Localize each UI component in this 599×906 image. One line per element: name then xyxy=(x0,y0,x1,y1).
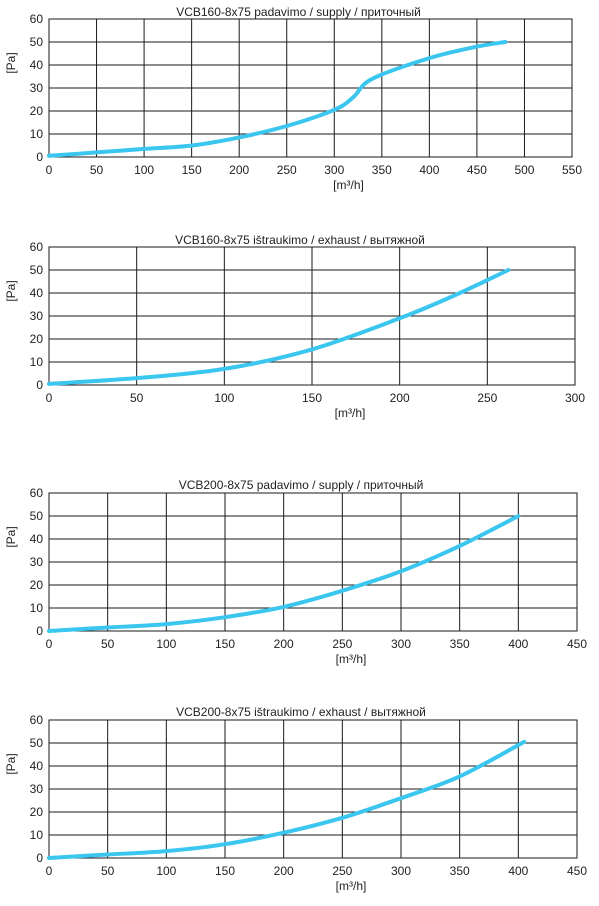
x-tick-label: 250 xyxy=(332,864,352,878)
y-tick-label: 40 xyxy=(30,532,44,546)
y-tick-label: 60 xyxy=(30,12,44,26)
y-tick-label: 30 xyxy=(30,782,44,796)
y-tick-label: 60 xyxy=(30,240,44,254)
x-tick-label: 450 xyxy=(567,864,587,878)
y-axis-label: [Pa] xyxy=(4,753,18,774)
x-tick-label: 100 xyxy=(156,637,176,651)
series-line xyxy=(47,40,508,158)
x-tick-label: 400 xyxy=(419,163,439,177)
x-axis-label: [m³/h] xyxy=(333,178,364,192)
x-tick-label: 50 xyxy=(90,163,104,177)
x-tick-label: 50 xyxy=(101,864,115,878)
x-tick-label: 0 xyxy=(46,163,53,177)
y-axis-label: [Pa] xyxy=(4,280,18,301)
chart-title: VCB200-8x75 padavimo / supply / приточны… xyxy=(179,478,424,492)
x-tick-label: 350 xyxy=(372,163,392,177)
y-tick-label: 10 xyxy=(30,828,44,842)
x-tick-label: 0 xyxy=(46,391,53,405)
y-tick-label: 30 xyxy=(30,81,44,95)
y-tick-label: 20 xyxy=(30,332,44,346)
y-tick-label: 40 xyxy=(30,58,44,72)
y-axis-label: [Pa] xyxy=(4,52,18,73)
x-tick-label: 400 xyxy=(508,637,528,651)
x-axis-label: [m³/h] xyxy=(336,652,367,666)
chart-2: VCB160-8x75 ištraukimo / exhaust / вытяж… xyxy=(4,233,585,420)
y-tick-label: 10 xyxy=(30,601,44,615)
x-tick-label: 50 xyxy=(130,391,144,405)
x-tick-label: 450 xyxy=(467,163,487,177)
x-tick-label: 500 xyxy=(514,163,534,177)
x-tick-label: 300 xyxy=(565,391,585,405)
x-tick-label: 200 xyxy=(274,637,294,651)
y-tick-label: 30 xyxy=(30,555,44,569)
chart-title: VCB160-8x75 padavimo / supply / приточны… xyxy=(176,5,421,19)
x-tick-label: 200 xyxy=(229,163,249,177)
plot-frame xyxy=(48,492,578,632)
x-tick-label: 350 xyxy=(450,637,470,651)
x-tick-label: 0 xyxy=(46,864,53,878)
y-tick-label: 60 xyxy=(30,486,44,500)
y-tick-label: 50 xyxy=(30,509,44,523)
x-axis-label: [m³/h] xyxy=(335,406,366,420)
x-tick-label: 150 xyxy=(215,637,235,651)
plot-frame xyxy=(48,246,576,386)
x-tick-label: 250 xyxy=(277,163,297,177)
x-tick-label: 100 xyxy=(156,864,176,878)
series-line xyxy=(47,268,511,386)
x-tick-label: 300 xyxy=(324,163,344,177)
y-tick-label: 0 xyxy=(36,624,43,638)
y-tick-label: 40 xyxy=(30,759,44,773)
x-tick-label: 0 xyxy=(46,637,53,651)
y-tick-label: 50 xyxy=(30,263,44,277)
plot-frame xyxy=(48,18,573,158)
x-tick-label: 150 xyxy=(182,163,202,177)
chart-4: VCB200-8x75 ištraukimo / exhaust / вытяж… xyxy=(4,705,587,893)
x-tick-label: 150 xyxy=(215,864,235,878)
y-tick-label: 0 xyxy=(36,851,43,865)
x-tick-label: 100 xyxy=(134,163,154,177)
chart-1: VCB160-8x75 padavimo / supply / приточны… xyxy=(4,5,582,192)
x-tick-label: 450 xyxy=(567,637,587,651)
y-axis-label: [Pa] xyxy=(4,526,18,547)
y-tick-label: 0 xyxy=(36,378,43,392)
x-tick-label: 250 xyxy=(332,637,352,651)
x-tick-label: 200 xyxy=(390,391,410,405)
y-tick-label: 20 xyxy=(30,578,44,592)
series-line xyxy=(47,739,527,860)
y-tick-label: 20 xyxy=(30,104,44,118)
x-tick-label: 200 xyxy=(274,864,294,878)
x-tick-label: 400 xyxy=(508,864,528,878)
x-tick-label: 300 xyxy=(391,637,411,651)
y-tick-label: 50 xyxy=(30,35,44,49)
x-tick-label: 550 xyxy=(562,163,582,177)
chart-title: VCB200-8x75 ištraukimo / exhaust / вытяж… xyxy=(176,705,426,719)
y-tick-label: 0 xyxy=(36,150,43,164)
x-tick-label: 100 xyxy=(214,391,234,405)
series-line xyxy=(47,514,521,633)
x-tick-label: 50 xyxy=(101,637,115,651)
chart-title: VCB160-8x75 ištraukimo / exhaust / вытяж… xyxy=(175,233,425,247)
x-tick-label: 150 xyxy=(302,391,322,405)
plot-frame xyxy=(48,719,578,859)
x-axis-label: [m³/h] xyxy=(336,879,367,893)
y-tick-label: 60 xyxy=(30,713,44,727)
y-tick-label: 10 xyxy=(30,127,44,141)
y-tick-label: 30 xyxy=(30,309,44,323)
y-tick-label: 20 xyxy=(30,805,44,819)
chart-3: VCB200-8x75 padavimo / supply / приточны… xyxy=(4,478,587,666)
y-tick-label: 40 xyxy=(30,286,44,300)
x-tick-label: 250 xyxy=(477,391,497,405)
x-tick-label: 300 xyxy=(391,864,411,878)
y-tick-label: 10 xyxy=(30,355,44,369)
y-tick-label: 50 xyxy=(30,736,44,750)
x-tick-label: 350 xyxy=(450,864,470,878)
